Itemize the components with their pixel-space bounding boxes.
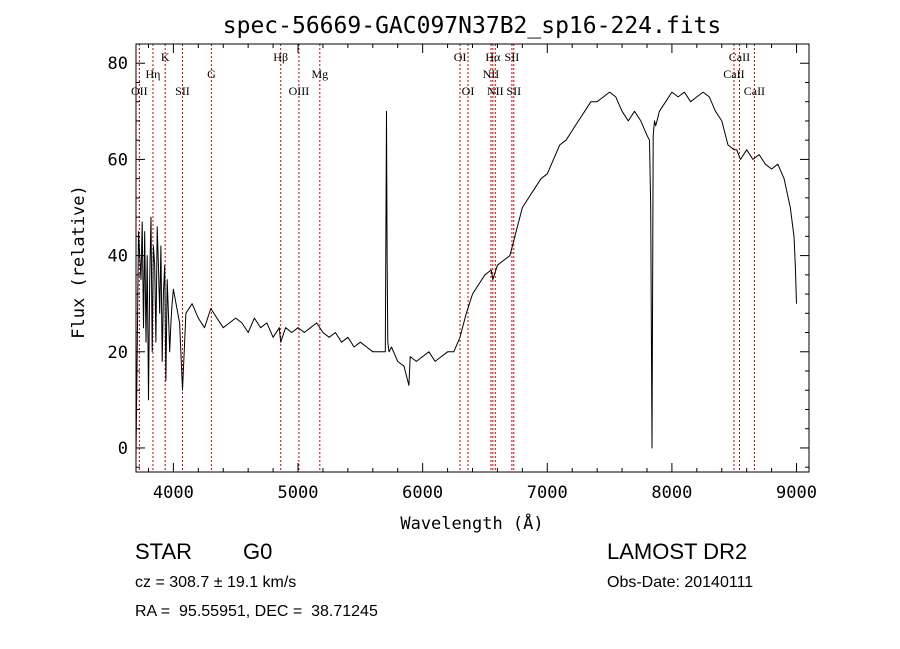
x-tick-label: 6000	[402, 483, 443, 503]
spectral-line-label: OI	[462, 84, 475, 98]
spectral-line-label: NII	[483, 67, 500, 81]
spectral-line-label: SII	[505, 50, 520, 64]
spectral-line-label: NII	[487, 84, 504, 98]
y-tick-label: 40	[108, 247, 128, 267]
chart-title: spec-56669-GAC097N37B2_sp16-224.fits	[223, 13, 722, 39]
y-axis: 0 20 40 60 80	[108, 43, 809, 468]
x-tick-label: 9000	[776, 483, 817, 503]
observation-date: Obs-Date: 20140111	[607, 574, 754, 591]
spectral-line-markers	[138, 44, 755, 472]
spectral-line-label: K	[161, 50, 170, 64]
spectral-line-label: Hη	[145, 67, 160, 81]
spectral-line-labels: OIIHηKSIIGHβOIIIMgOIOINIIHαNIISIISIICaII…	[131, 50, 765, 98]
spectral-line-label: OI	[454, 50, 467, 64]
object-subclass: G0	[243, 539, 273, 564]
x-axis: 4000 5000 6000 7000 8000 9000	[147, 44, 817, 503]
redshift-value: cz = 308.7 ± 19.1 km/s	[135, 574, 297, 591]
y-tick-label: 0	[118, 439, 128, 459]
spectral-line-label: G	[207, 67, 216, 81]
spectral-line-label: CaII	[723, 67, 744, 81]
y-axis-label: Flux (relative)	[69, 185, 89, 339]
spectral-line-label: Mg	[311, 67, 328, 81]
spectrum-line	[135, 91, 797, 458]
y-tick-label: 80	[108, 54, 128, 74]
spectral-line-label: OII	[131, 84, 148, 98]
x-axis-label: Wavelength (Å)	[400, 512, 543, 534]
coordinates: RA = 95.55951, DEC = 38.71245	[135, 603, 378, 620]
survey-name: LAMOST DR2	[607, 539, 748, 564]
x-tick-label: 5000	[278, 483, 319, 503]
x-tick-label: 7000	[527, 483, 568, 503]
spectral-line-label: SII	[506, 84, 521, 98]
x-tick-label: 4000	[153, 483, 194, 503]
spectral-line-label: Hβ	[273, 50, 288, 64]
spectral-line-label: SII	[175, 84, 190, 98]
x-tick-label: 8000	[651, 483, 692, 503]
spectral-line-label: OIII	[289, 84, 310, 98]
y-tick-label: 60	[108, 150, 128, 170]
object-class: STAR	[135, 539, 193, 564]
spectral-line-label: CaII	[729, 50, 750, 64]
y-tick-label: 20	[108, 343, 128, 363]
plot-frame	[135, 43, 810, 473]
spectral-line-label: CaII	[744, 84, 765, 98]
spectral-line-label: Hα	[485, 50, 501, 64]
